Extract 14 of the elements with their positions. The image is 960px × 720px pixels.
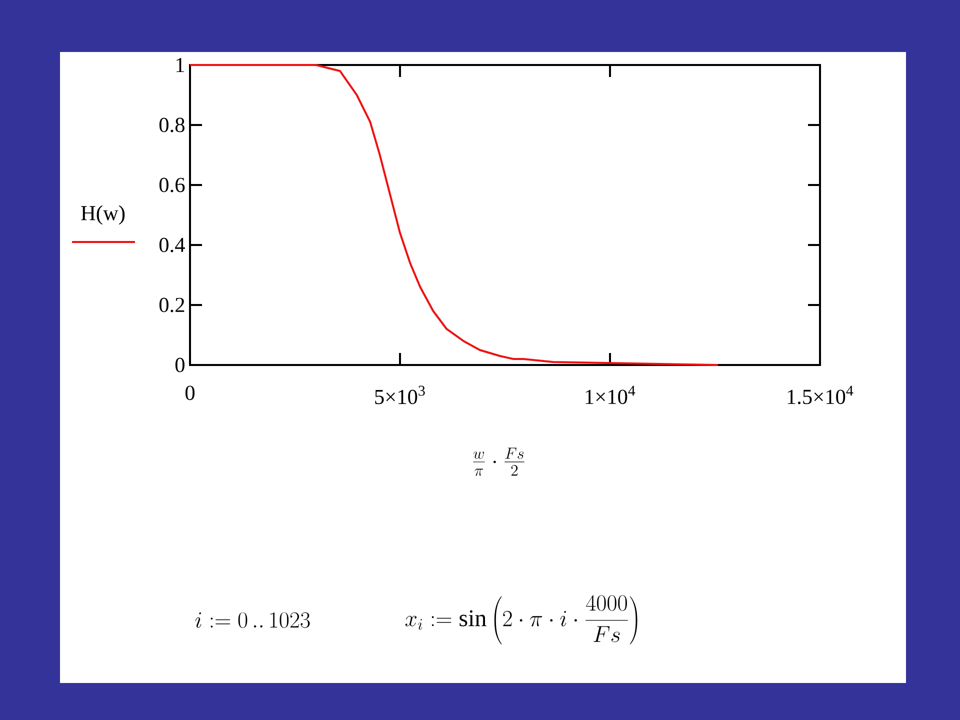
- text: $x_{i} := \sin\left(2\cdot\pi\cdot i\cdot\frac{4000}{Fs}\right)$: [405, 595, 638, 644]
- x-tick-label: 0: [185, 386, 195, 400]
- x-axis-title: $\frac{w}{\pi}\cdot\frac{Fs}{2}$: [473, 448, 524, 476]
- y-tick-label: 0.2: [159, 298, 184, 312]
- y-tick-label: 1: [176, 58, 184, 72]
- y-tick-label: 0.6: [159, 178, 185, 192]
- y-tick-label: 0.8: [159, 118, 184, 132]
- text: $i := 0\,..\,1023$: [195, 612, 310, 628]
- y-tick-label: 0: [175, 358, 184, 372]
- x-tick-label: 1×10$^{4}$: [586, 386, 636, 404]
- x-tick-label: 5×10$^{3}$: [375, 386, 425, 404]
- text: H(w): [81, 205, 125, 225]
- y-tick-label: 0.4: [159, 238, 185, 252]
- x-tick-label: 1.5×10$^{4}$: [788, 386, 854, 404]
